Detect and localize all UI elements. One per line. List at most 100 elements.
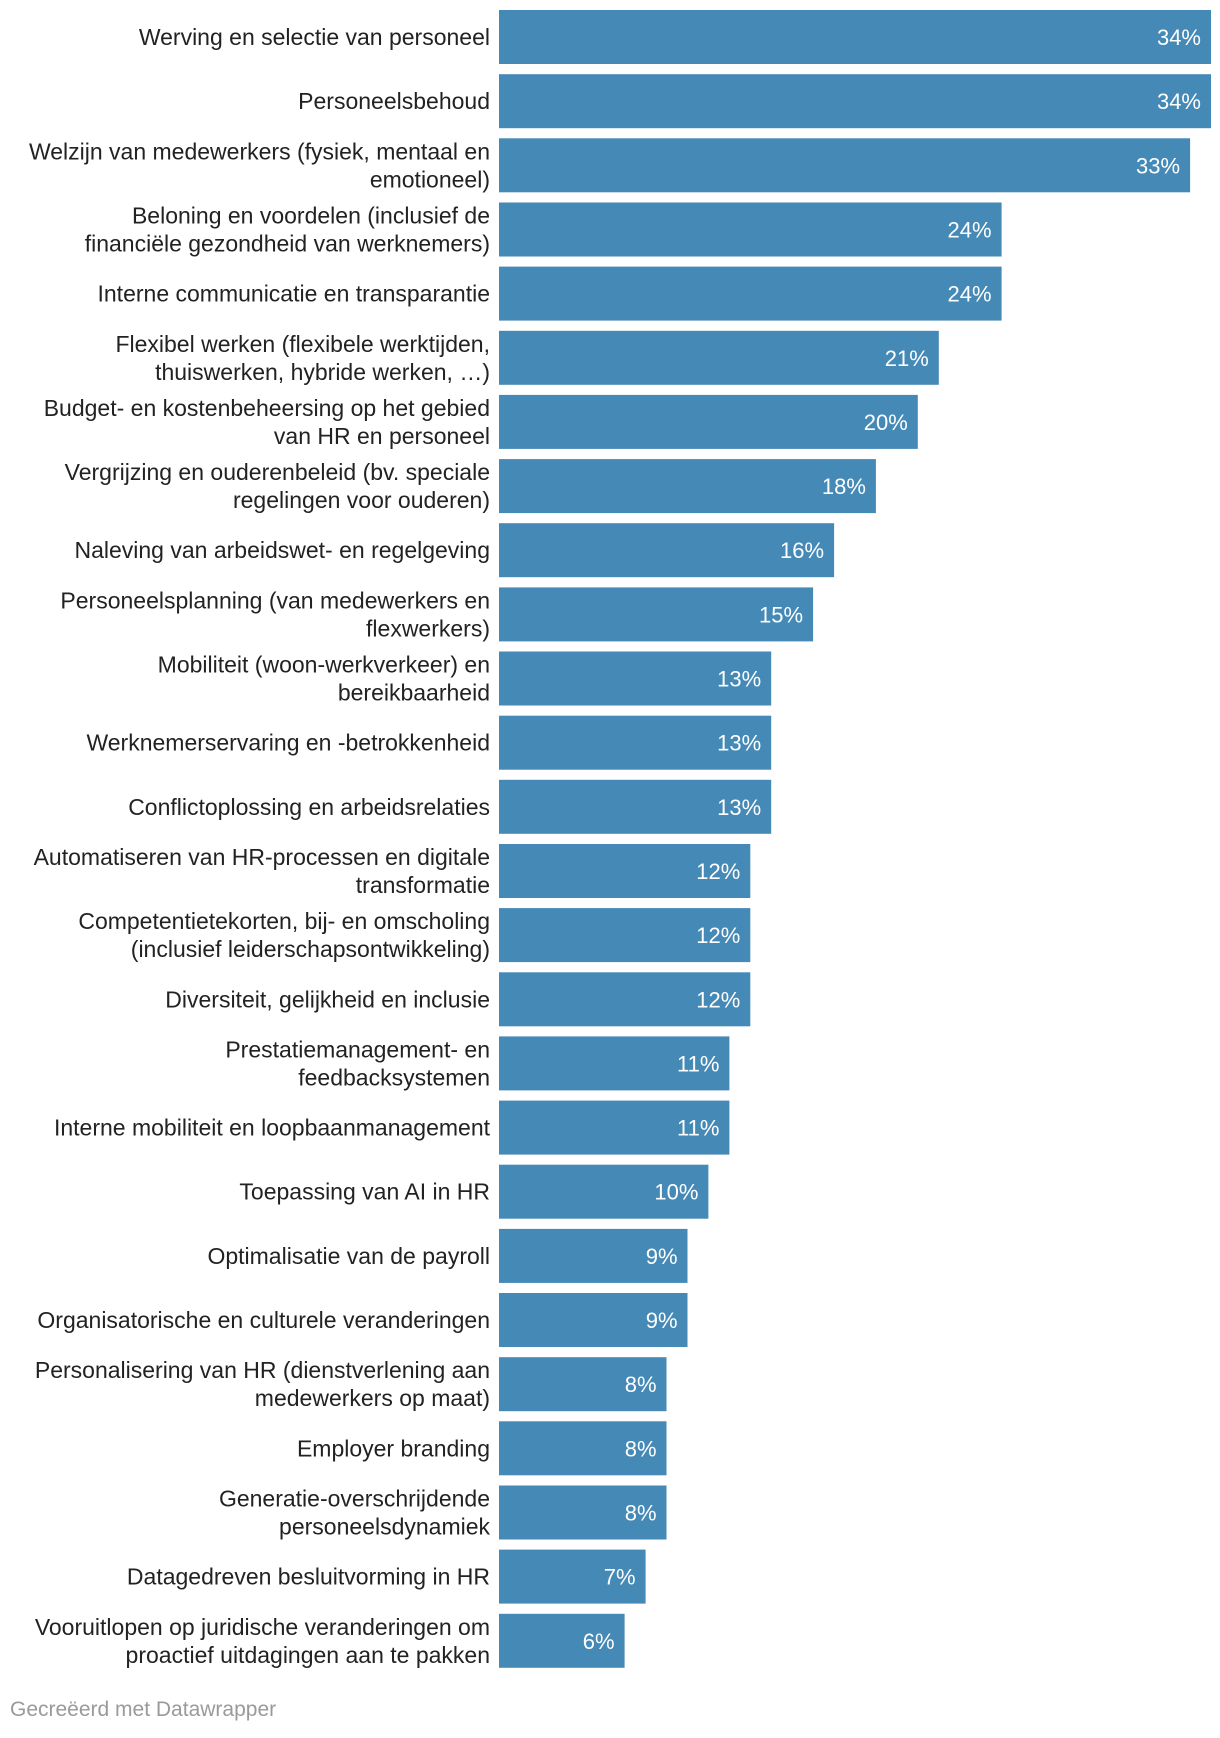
category-label-18: Interne mobiliteit en loopbaanmanagement xyxy=(54,1115,491,1141)
value-label-25: 7% xyxy=(604,1565,636,1590)
bars-group xyxy=(499,10,1211,1668)
bar-8 xyxy=(499,459,876,514)
category-label-20: Optimalisatie van de payroll xyxy=(207,1243,490,1269)
value-label-8: 18% xyxy=(822,474,866,499)
category-label-21: Organisatorische en culturele veranderin… xyxy=(37,1307,490,1333)
value-label-16: 12% xyxy=(696,987,740,1012)
bar-7 xyxy=(499,394,918,449)
category-label-line: van HR en personeel xyxy=(274,423,490,449)
value-label-15: 12% xyxy=(696,923,740,948)
category-label-line: medewerkers op maat) xyxy=(255,1385,490,1411)
category-label-line: Welzijn van medewerkers (fysiek, mentaal… xyxy=(29,138,490,164)
bar-26 xyxy=(499,1613,625,1668)
category-label-line: Automatiseren van HR-processen en digita… xyxy=(34,844,490,870)
category-label-7: Budget- en kostenbeheersing op het gebie… xyxy=(44,395,490,449)
bar-18 xyxy=(499,1100,730,1155)
bar-10 xyxy=(499,587,814,642)
value-label-5: 24% xyxy=(948,282,992,307)
category-label-line: Werknemerservaring en -betrokkenheid xyxy=(86,730,490,756)
bar-15 xyxy=(499,908,751,963)
bar-21 xyxy=(499,1293,688,1347)
category-label-line: bereikbaarheid xyxy=(338,680,490,706)
bar-13 xyxy=(499,779,772,834)
category-label-line: emotioneel) xyxy=(370,166,490,192)
bar-20 xyxy=(499,1228,688,1283)
value-labels: 34% 34% 33% 24% 24% 21% 20% 18% 16% 15% 13% 13% 13% 1… xyxy=(583,25,1201,1654)
category-label-2: Personeelsbehoud xyxy=(298,88,490,114)
category-label-16: Diversiteit, gelijkheid en inclusie xyxy=(165,986,490,1012)
category-label-14: Automatiseren van HR-processen en digita… xyxy=(34,844,490,898)
bar-5 xyxy=(499,266,1002,321)
category-label-line: Personeelsbehoud xyxy=(298,88,490,114)
category-label-23: Employer branding xyxy=(297,1435,490,1461)
category-label-line: Diversiteit, gelijkheid en inclusie xyxy=(165,986,490,1012)
category-label-9: Naleving van arbeidswet- en regelgeving xyxy=(74,537,490,563)
category-label-22: Personalisering van HR (dienstverlening … xyxy=(35,1357,490,1411)
category-label-line: Naleving van arbeidswet- en regelgeving xyxy=(74,537,490,563)
category-label-3: Welzijn van medewerkers (fysiek, mentaal… xyxy=(29,138,490,192)
category-label-line: Flexibel werken (flexibele werktijden, xyxy=(115,331,490,357)
category-label-line: Prestatiemanagement- en xyxy=(225,1036,490,1062)
bar-1 xyxy=(499,10,1211,64)
value-label-1: 34% xyxy=(1157,25,1201,50)
category-label-13: Conflictoplossing en arbeidsrelaties xyxy=(128,794,490,820)
category-label-11: Mobiliteit (woon-werkverkeer) en bereikba… xyxy=(158,652,490,706)
category-label-line: Personalisering van HR (dienstverlening … xyxy=(35,1357,490,1383)
category-label-line: Conflictoplossing en arbeidsrelaties xyxy=(128,794,490,820)
category-label-15: Competentietekorten, bij- en omscholing(… xyxy=(78,908,490,962)
bar-19 xyxy=(499,1164,709,1219)
bar-24 xyxy=(499,1485,667,1540)
bar-9 xyxy=(499,523,835,578)
category-label-line: Vooruitlopen op juridische veranderingen… xyxy=(35,1614,490,1640)
value-label-12: 13% xyxy=(717,731,761,756)
bar-12 xyxy=(499,715,772,770)
value-label-7: 20% xyxy=(864,410,908,435)
value-label-9: 16% xyxy=(780,538,824,563)
category-label-25: Datagedreven besluitvorming in HR xyxy=(127,1564,490,1590)
bar-4 xyxy=(499,202,1002,257)
bar-6 xyxy=(499,330,939,385)
category-label-line: Generatie-overschrijdende xyxy=(219,1486,490,1512)
bar-23 xyxy=(499,1421,667,1476)
category-label-line: Competentietekorten, bij- en omscholing xyxy=(78,908,490,934)
value-label-17: 11% xyxy=(677,1051,719,1076)
category-label-line: regelingen voor ouderen) xyxy=(233,487,490,513)
category-label-line: Toepassing van AI in HR xyxy=(239,1179,490,1205)
bar-14 xyxy=(499,844,751,898)
category-label-line: Beloning en voordelen (inclusief de xyxy=(132,203,490,229)
category-label-line: transformatie xyxy=(356,872,490,898)
value-label-21: 9% xyxy=(646,1308,678,1333)
category-label-17: Prestatiemanagement- en feedbacksystemen xyxy=(225,1036,490,1090)
category-label-line: proactief uitdagingen aan te pakken xyxy=(126,1642,490,1668)
category-label-line: Interne mobiliteit en loopbaanmanagement xyxy=(54,1115,491,1141)
category-label-line: Budget- en kostenbeheersing op het gebie… xyxy=(44,395,490,421)
value-label-14: 12% xyxy=(696,859,740,884)
value-label-11: 13% xyxy=(717,667,761,692)
category-label-line: Employer branding xyxy=(297,1435,490,1461)
bar-17 xyxy=(499,1036,730,1091)
value-label-10: 15% xyxy=(759,602,803,627)
value-label-6: 21% xyxy=(885,346,929,371)
value-label-26: 6% xyxy=(583,1629,615,1654)
bar-16 xyxy=(499,972,751,1027)
value-label-18: 11% xyxy=(677,1116,719,1141)
category-label-26: Vooruitlopen op juridische veranderingen… xyxy=(35,1614,490,1668)
value-label-3: 33% xyxy=(1136,153,1180,178)
category-label-6: Flexibel werken (flexibele werktijden, th… xyxy=(115,331,490,385)
value-label-24: 8% xyxy=(625,1501,657,1526)
value-label-20: 9% xyxy=(646,1244,678,1269)
value-label-4: 24% xyxy=(948,218,992,243)
category-label-line: Interne communicatie en transparantie xyxy=(98,281,491,307)
category-label-5: Interne communicatie en transparantie xyxy=(98,281,491,307)
value-label-13: 13% xyxy=(717,795,761,820)
category-label-line: (inclusief leiderschapsontwikkeling) xyxy=(131,936,490,962)
category-label-8: Vergrijzing en ouderenbeleid (bv. specia… xyxy=(65,459,490,513)
value-label-23: 8% xyxy=(625,1436,657,1461)
category-label-line: Personeelsplanning (van medewerkers en xyxy=(60,587,490,613)
category-label-line: Organisatorische en culturele veranderin… xyxy=(37,1307,490,1333)
category-label-line: thuiswerken, hybride werken, …) xyxy=(155,359,490,385)
category-label-line: flexwerkers) xyxy=(366,615,490,641)
bar-11 xyxy=(499,651,772,706)
bar-3 xyxy=(499,138,1191,193)
